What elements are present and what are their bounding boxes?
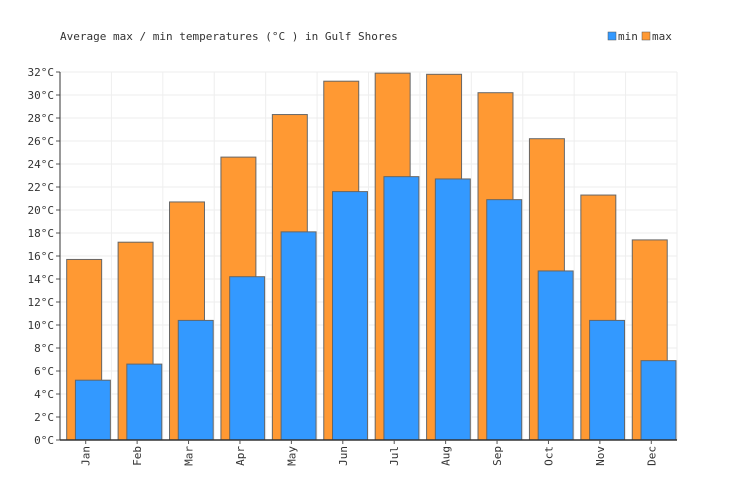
y-tick-label: 28°C xyxy=(28,112,55,125)
x-tick-label-dec: Dec xyxy=(645,446,658,466)
y-tick-label: 22°C xyxy=(28,181,55,194)
bar-min-oct xyxy=(537,270,574,441)
legend-label-max: max xyxy=(652,30,672,43)
y-tick-label: 16°C xyxy=(28,250,55,263)
x-tick-label-feb: Feb xyxy=(131,446,144,466)
y-tick-label: 26°C xyxy=(28,135,55,148)
bar-min-nov xyxy=(589,319,626,441)
x-tick-label-may: May xyxy=(285,446,298,466)
grid-layer xyxy=(60,71,678,440)
bar-min-apr xyxy=(229,276,266,441)
x-tick-label-jul: Jul xyxy=(388,446,401,466)
x-tick-labels: Jan Feb Mar Apr May Jun Jul Aug Sep Oct Nov Dec xyxy=(80,446,659,466)
x-tick-label-mar: Mar xyxy=(183,446,196,466)
legend: min max xyxy=(607,30,672,43)
axes-layer xyxy=(56,71,677,444)
legend-swatch-min xyxy=(607,31,617,41)
chart-title: Average max / min temperatures (°C ) in … xyxy=(60,30,398,43)
x-tick-label-sep: Sep xyxy=(491,446,504,466)
y-tick-labels: 0°C 2°C 4°C 6°C 8°C 10°C 12°C 14°C 16°C 18°C 20°C 2… xyxy=(28,66,55,447)
y-tick-label: 20°C xyxy=(28,204,55,217)
bar-min-jan xyxy=(74,379,111,441)
y-tick-label: 30°C xyxy=(28,89,55,102)
y-tick-label: 18°C xyxy=(28,227,55,240)
bar-min-sep xyxy=(486,199,523,441)
legend-swatch-max xyxy=(641,31,651,41)
y-tick-label: 12°C xyxy=(28,296,55,309)
bar-min-aug xyxy=(434,178,471,441)
y-tick-label: 8°C xyxy=(34,342,54,355)
y-tick-label: 10°C xyxy=(28,319,55,332)
bar-min-mar xyxy=(177,319,214,441)
bar-min-jun xyxy=(332,191,368,441)
y-tick-label: 24°C xyxy=(28,158,55,171)
x-tick-label-apr: Apr xyxy=(234,446,247,466)
y-tick-label: 32°C xyxy=(28,66,55,79)
x-tick-label-nov: Nov xyxy=(594,446,607,466)
x-tick-label-jan: Jan xyxy=(80,446,93,466)
y-tick-label: 4°C xyxy=(34,388,54,401)
bar-min-feb xyxy=(126,363,163,441)
bar-min-jul xyxy=(383,176,420,441)
x-tick-label-aug: Aug xyxy=(440,446,453,466)
y-tick-label: 0°C xyxy=(34,434,54,447)
y-tick-label: 14°C xyxy=(28,273,55,286)
bar-min-dec xyxy=(640,360,677,441)
bars-layer xyxy=(66,72,677,441)
y-tick-label: 6°C xyxy=(34,365,54,378)
legend-label-min: min xyxy=(618,30,638,43)
bar-min-may xyxy=(280,231,317,441)
y-tick-label: 2°C xyxy=(34,411,54,424)
x-tick-label-oct: Oct xyxy=(542,446,555,466)
x-tick-label-jun: Jun xyxy=(337,446,350,466)
